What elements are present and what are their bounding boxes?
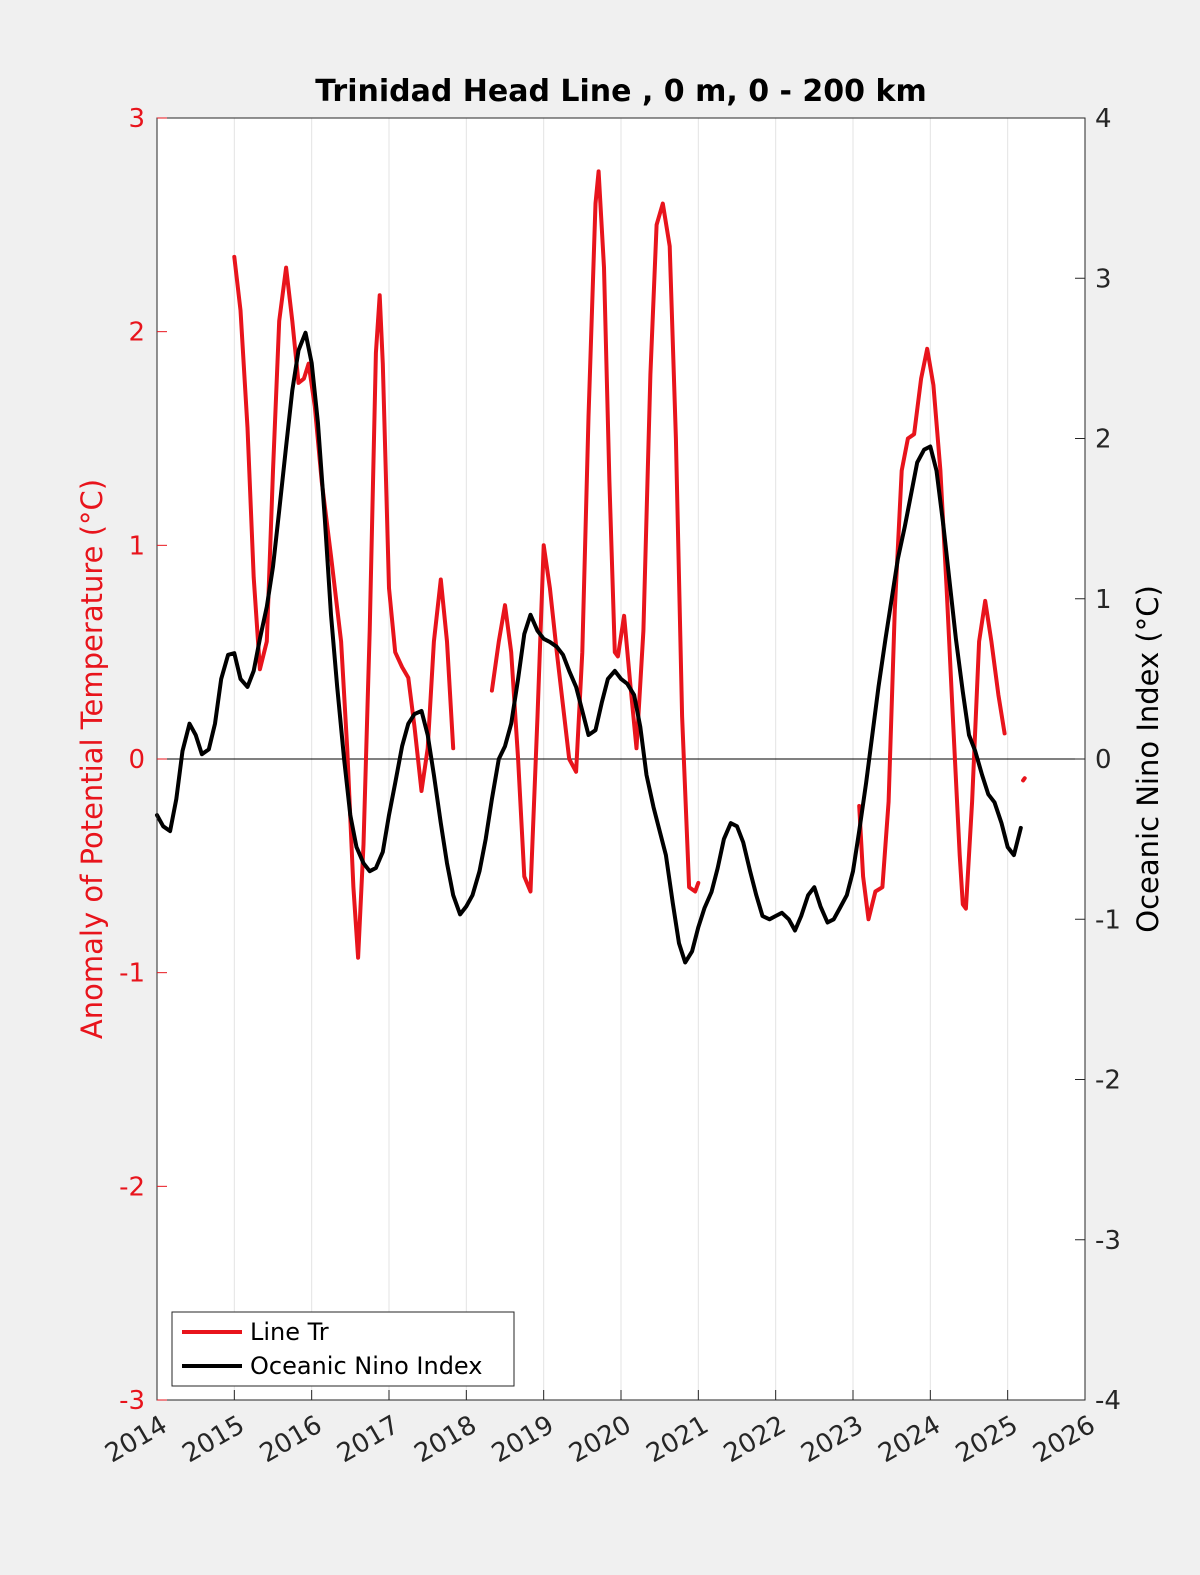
x-tick-label: 2025 [951, 1410, 1023, 1469]
y-right-tick-label: 0 [1095, 745, 1112, 775]
y-right-tick-label: 4 [1095, 104, 1112, 134]
legend-label-oni: Oceanic Nino Index [250, 1352, 482, 1380]
series-oni-segment [155, 330, 1023, 965]
x-tick-label: 2020 [564, 1410, 636, 1469]
y-left-tick-label: -2 [119, 1172, 145, 1202]
y-axis-right: -4 -3 -2 -1 0 1 2 3 4 [1075, 104, 1121, 1416]
y-left-tick-label: 2 [128, 318, 145, 348]
x-tick-label: 2022 [719, 1410, 791, 1469]
y-right-tick-label: -3 [1095, 1226, 1121, 1256]
series-line-tr-segment [1021, 776, 1027, 783]
x-tick-label: 2023 [796, 1410, 868, 1469]
y-left-tick-label: 3 [128, 104, 145, 134]
x-tick-label: 2018 [410, 1410, 482, 1469]
chart-title: Trinidad Head Line , 0 m, 0 - 200 km [315, 74, 926, 109]
x-tick-label: 2017 [332, 1410, 404, 1469]
x-tick-label: 2015 [178, 1410, 250, 1469]
x-tick-label: 2021 [642, 1410, 714, 1469]
legend-box [171, 1311, 515, 1387]
y-left-tick-label: -3 [119, 1386, 145, 1416]
x-tick-label: 2019 [487, 1410, 559, 1469]
x-tick-label: 2026 [1028, 1410, 1100, 1469]
x-tick-label: 2014 [100, 1410, 172, 1469]
y-right-tick-label: 1 [1095, 585, 1112, 615]
y-right-tick-label: -4 [1095, 1386, 1121, 1416]
y-left-tick-label: -1 [119, 959, 145, 989]
legend-label-line-tr: Line Tr [250, 1318, 329, 1346]
y-right-tick-label: 3 [1095, 264, 1112, 294]
series-line-tr-segment [857, 346, 1007, 922]
y-left-tick-label: 0 [128, 745, 145, 775]
y-left-tick-label: 1 [128, 531, 145, 561]
y-right-tick-label: -1 [1095, 905, 1121, 935]
x-axis: 2014 2015 2016 2017 2018 2019 2020 2021 2022 2023… [100, 1390, 1101, 1469]
y-axis-left-label: Anomaly of Potential Temperature (°C) [75, 479, 109, 1039]
x-tick-label: 2024 [874, 1410, 946, 1469]
x-tick-label: 2016 [255, 1410, 327, 1469]
y-axis-left: -3 -2 -1 0 1 2 3 [119, 104, 167, 1416]
legend: Line Tr Oceanic Nino Index [171, 1311, 515, 1387]
y-right-tick-label: 2 [1095, 425, 1112, 455]
y-axis-right-label: Oceanic Nino Index (°C) [1131, 585, 1165, 933]
series-group [155, 169, 1027, 965]
series-line-tr-segment [489, 169, 701, 894]
y-right-tick-label: -2 [1095, 1066, 1121, 1096]
